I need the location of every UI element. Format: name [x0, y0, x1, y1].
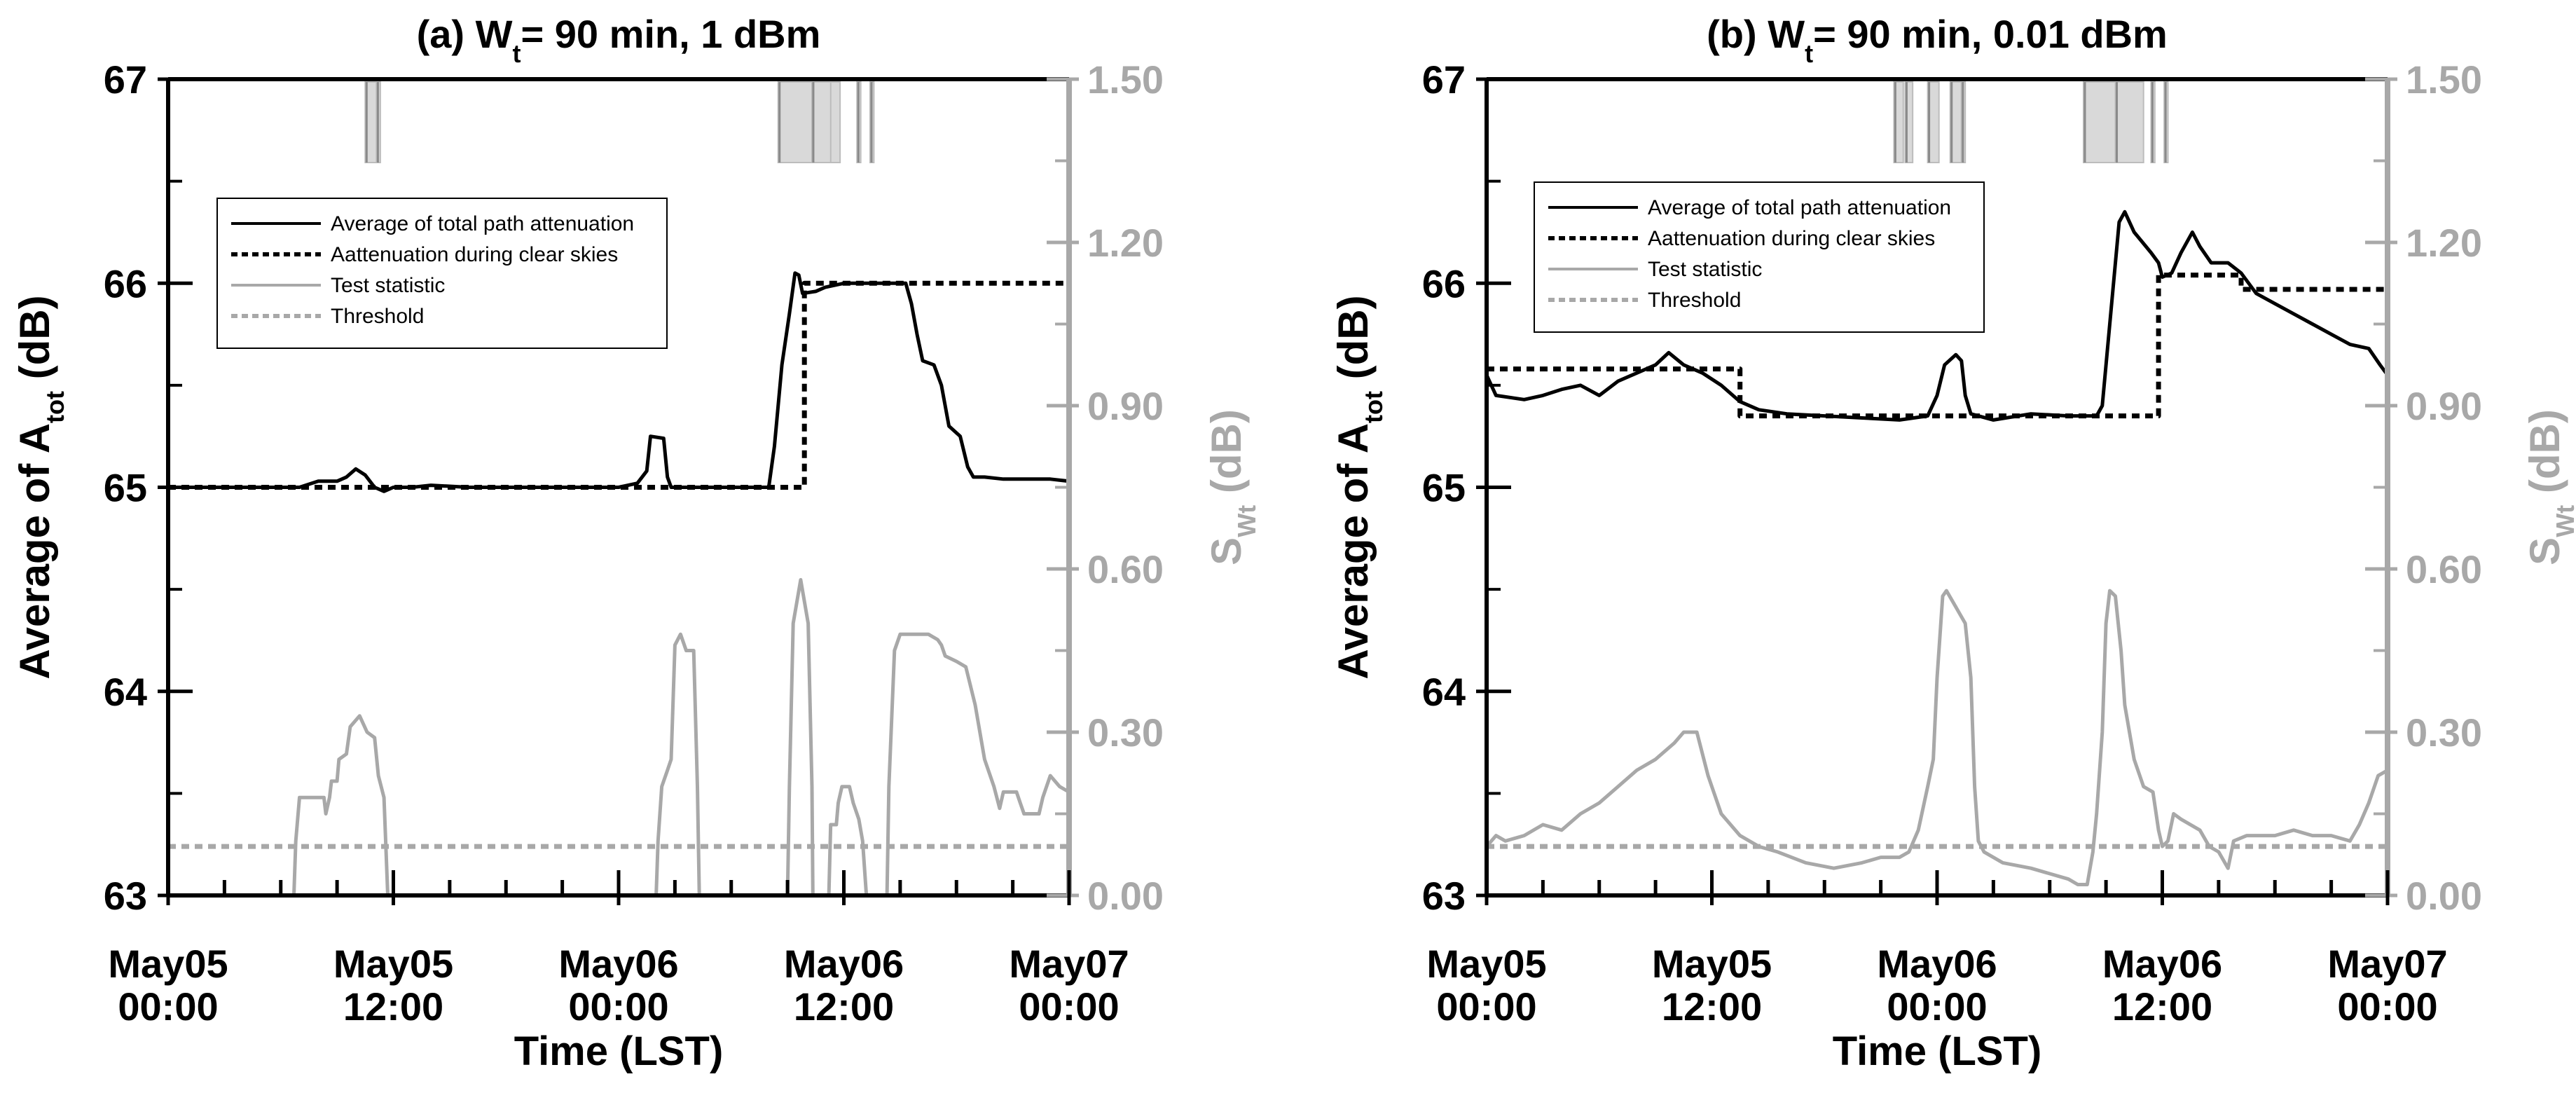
legend-label: Average of total path attenuation — [331, 212, 634, 235]
y-tick-label-right: 0.90 — [1087, 384, 1164, 428]
y-tick-label-left: 64 — [1422, 670, 1466, 714]
legend-label: Test statistic — [331, 274, 445, 297]
y-tick-label-left: 66 — [1422, 261, 1466, 305]
x-tick-label: 12:00 — [794, 984, 894, 1029]
event-marker — [1904, 81, 1914, 163]
series-test-statistic — [1485, 589, 2389, 886]
x-tick-label: May06 — [2102, 942, 2222, 986]
x-tick-label: May07 — [1009, 942, 1129, 986]
y-tick-label-right: 0.00 — [1087, 874, 1164, 918]
y-tick-label-left: 63 — [104, 874, 147, 918]
y-tick-label-left: 66 — [104, 261, 147, 305]
y-tick-label-left: 63 — [1422, 874, 1466, 918]
legend-label: Threshold — [1648, 289, 1741, 312]
legend-label: Average of total path attenuation — [1648, 196, 1951, 219]
x-tick-label: May06 — [1877, 942, 1997, 986]
y-tick-label-right: 1.20 — [1087, 221, 1164, 265]
panel-a: (a) Wt= 90 min, 1 dBm 63 64 65 66 67 0.00 0.30 0… — [11, 12, 1261, 1074]
y-tick-label-left: 65 — [1422, 466, 1466, 510]
series-aattenuation-during-clear-skies — [1487, 273, 2388, 419]
y-tick-label-left: 67 — [1422, 57, 1466, 102]
y-tick-label-right: 1.20 — [2406, 221, 2482, 265]
y-axis-label-right: SWt (dB) — [2521, 409, 2576, 565]
legend-label: Threshold — [331, 305, 424, 328]
legend-label: Aattenuation during clear skies — [1648, 227, 1935, 250]
y-tick-label-left: 65 — [104, 466, 147, 510]
x-tick-label: 12:00 — [343, 984, 443, 1029]
event-marker — [811, 81, 832, 163]
x-tick-label: 00:00 — [568, 984, 668, 1029]
x-tick-label: 12:00 — [1662, 984, 1762, 1029]
legend: Average of total path attenuation Aattenu… — [1534, 181, 1985, 333]
x-tick-label: May05 — [108, 942, 228, 986]
series-test-statistic — [168, 578, 1070, 898]
x-tick-label: 00:00 — [118, 984, 218, 1029]
y-tick-label-right: 0.30 — [2406, 710, 2482, 755]
x-tick-label: May06 — [558, 942, 678, 986]
event-marker — [2114, 81, 2144, 163]
y-tick-label-right: 0.60 — [1087, 547, 1164, 591]
x-tick-label: May06 — [784, 942, 904, 986]
series-average-of-total-path-attenuation — [1485, 209, 2390, 422]
y-axis-label-left: Average of Atot (dB) — [11, 295, 69, 679]
x-tick-label: May05 — [1652, 942, 1772, 986]
x-axis-label: Time (LST) — [1833, 1029, 2042, 1074]
y-tick-label-left: 67 — [104, 57, 147, 102]
chart-title: (a) Wt= 90 min, 1 dBm — [417, 12, 821, 68]
y-tick-label-right: 1.50 — [1087, 57, 1164, 102]
x-tick-label: May05 — [333, 942, 453, 986]
x-axis-label: Time (LST) — [514, 1029, 724, 1074]
x-tick-label: 00:00 — [1436, 984, 1536, 1029]
legend-label: Aattenuation during clear skies — [331, 243, 618, 266]
y-tick-label-right: 0.60 — [2406, 547, 2482, 591]
y-tick-label-right: 0.30 — [1087, 710, 1164, 755]
x-tick-label: May05 — [1426, 942, 1546, 986]
legend-label: Test statistic — [1648, 258, 1762, 281]
x-tick-label: May07 — [2327, 942, 2447, 986]
legend: Average of total path attenuation Aattenu… — [216, 198, 668, 349]
y-tick-label-right: 1.50 — [2406, 57, 2482, 102]
chart-title: (b) Wt= 90 min, 0.01 dBm — [1707, 12, 2168, 68]
event-marker — [1927, 81, 1940, 163]
x-tick-label: 00:00 — [1019, 984, 1119, 1029]
y-axis-label-right: SWt (dB) — [1203, 409, 1261, 565]
y-axis-label-left: Average of Atot (dB) — [1330, 295, 1388, 679]
y-tick-label-right: 0.00 — [2406, 874, 2482, 918]
y-tick-label-left: 64 — [104, 670, 147, 714]
series-average-of-total-path-attenuation — [168, 271, 1070, 493]
x-tick-label: 00:00 — [1887, 984, 1987, 1029]
y-tick-label-right: 0.90 — [2406, 384, 2482, 428]
x-tick-label: 12:00 — [2112, 984, 2212, 1029]
panel-b: (b) Wt= 90 min, 0.01 dBm 63 64 65 66 67 0.00 0.… — [1330, 12, 2576, 1074]
series-aattenuation-during-clear-skies — [168, 280, 1069, 490]
x-tick-label: 00:00 — [2337, 984, 2437, 1029]
